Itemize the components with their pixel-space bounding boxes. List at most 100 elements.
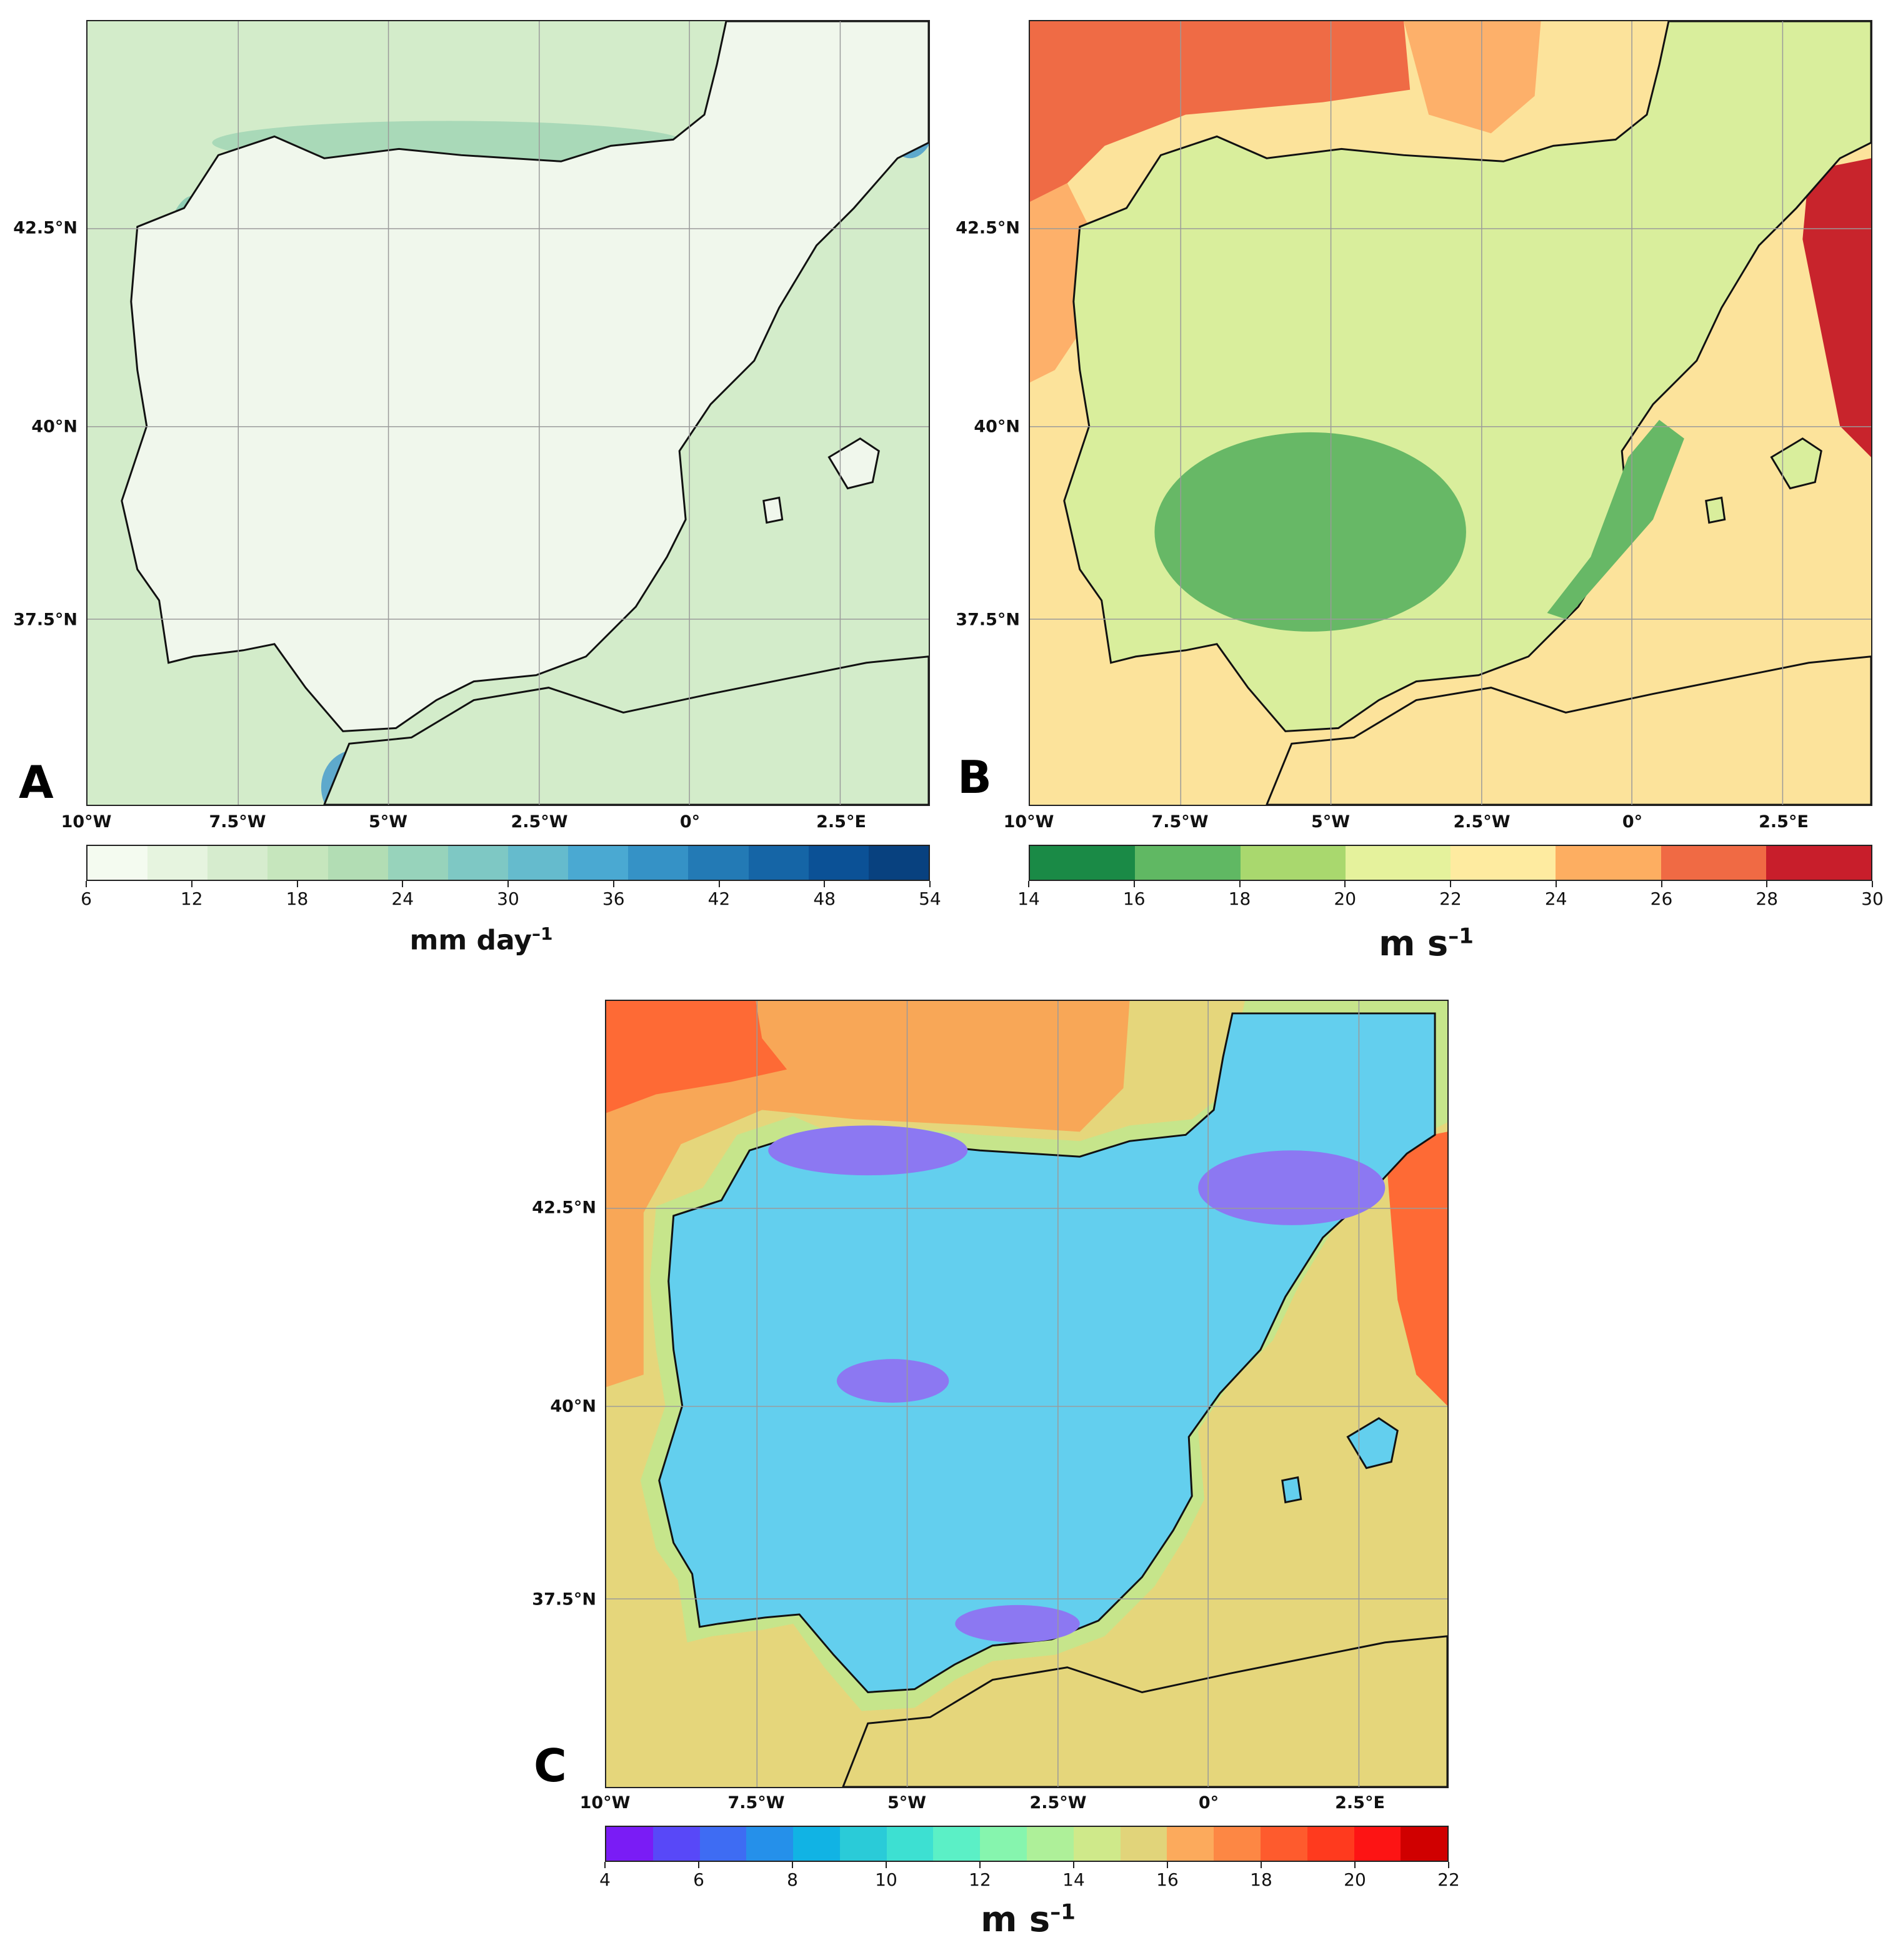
colorbar-tick-label: 24 — [1544, 888, 1567, 909]
colorbar-tickmark — [824, 881, 826, 887]
colorbar-segment — [267, 846, 328, 880]
colorbar-tick-label: 6 — [693, 1869, 704, 1890]
unit-exponent: –1 — [532, 923, 553, 944]
lon-tick-label: 2.5°E — [816, 812, 866, 832]
mallorca-island — [827, 437, 880, 490]
colorbar-tickmark — [86, 881, 87, 887]
lon-tick-label: 7.5°W — [209, 812, 266, 832]
colorbar-tickmark — [1344, 881, 1346, 887]
unit-text: mm day — [409, 924, 532, 957]
colorbar-b-unit: m s–1 — [1379, 923, 1474, 964]
colorbar-segment — [699, 1827, 747, 1861]
colorbar-segment — [748, 846, 809, 880]
lat-tick-label: 40°N — [974, 417, 1020, 437]
colorbar-tick-label: 18 — [1250, 1869, 1272, 1890]
colorbar-segment — [688, 846, 749, 880]
colorbar-tick-label: 8 — [787, 1869, 798, 1890]
colorbar-segment — [1661, 846, 1766, 880]
colorbar-segment — [1135, 846, 1241, 880]
lon-tick-label: 2.5°E — [1335, 1793, 1385, 1813]
lon-tick-label: 10°W — [1003, 812, 1054, 832]
colorbar-segment — [628, 846, 689, 880]
lon-tick-label: 2.5°W — [511, 812, 568, 832]
wind-maximum — [1404, 21, 1541, 134]
lat-tick-label: 37.5°N — [956, 610, 1020, 630]
mallorca-island — [1770, 437, 1822, 490]
wind-minimum — [1198, 1150, 1386, 1225]
colorbar-tick-label: 22 — [1439, 888, 1462, 909]
ibiza-island — [1281, 1476, 1302, 1504]
colorbar-segment — [1354, 1827, 1401, 1861]
lat-tick-label: 42.5°N — [13, 218, 77, 238]
colorbar-segment — [1345, 846, 1451, 880]
colorbar-tickmark — [1766, 881, 1768, 887]
colorbar-tick-label: 6 — [81, 888, 92, 909]
colorbar-tick-label: 30 — [497, 888, 519, 909]
lon-tick-label: 0° — [1198, 1793, 1219, 1813]
lat-tick-label: 42.5°N — [532, 1198, 596, 1218]
colorbar-segment — [1307, 1827, 1354, 1861]
colorbar-tickmark — [1028, 881, 1029, 887]
colorbar-tick-label: 20 — [1334, 888, 1357, 909]
wind-maximum — [606, 1001, 787, 1113]
graticule — [606, 1001, 1447, 1787]
map-c-svg — [606, 1001, 1447, 1787]
africa-coast — [1266, 655, 1871, 805]
lon-tick-label: 7.5°W — [727, 1793, 785, 1813]
colorbar-segment — [87, 846, 148, 880]
wind-maximum — [1030, 21, 1411, 202]
colorbar-segment — [868, 846, 929, 880]
wind-minimum — [1547, 419, 1684, 619]
colorbar-tick-label: 14 — [1062, 1869, 1085, 1890]
ibiza-island — [762, 496, 784, 524]
graticule — [87, 21, 929, 805]
colorbar-segment — [507, 846, 569, 880]
colorbar-segment — [1167, 1827, 1214, 1861]
wind-maximum — [1385, 1132, 1447, 1406]
wind-minimum — [955, 1604, 1080, 1643]
colorbar-segment — [1073, 1827, 1121, 1861]
map-panel-a — [86, 20, 930, 806]
colorbar-tick-label: 18 — [1228, 888, 1251, 909]
africa-coast — [842, 1635, 1447, 1787]
colorbar-tick-label: 54 — [919, 888, 941, 909]
colorbar-tickmark — [1872, 881, 1873, 887]
colorbar-tick-label: 24 — [391, 888, 414, 909]
lon-tick-label: 2.5°E — [1759, 812, 1809, 832]
colorbar-segment — [447, 846, 508, 880]
colorbar-tick-label: 18 — [286, 888, 309, 909]
lon-tick-label: 0° — [1622, 812, 1643, 832]
unit-text: m s — [981, 1899, 1051, 1940]
colorbar-tick-label: 20 — [1344, 1869, 1366, 1890]
africa-coast — [323, 655, 929, 805]
colorbar-segment — [746, 1827, 794, 1861]
colorbar-segment — [606, 1827, 653, 1861]
colorbar-segment — [207, 846, 268, 880]
colorbar-segment — [387, 846, 448, 880]
colorbar-segment — [1214, 1827, 1261, 1861]
precip-maximum — [212, 121, 686, 165]
colorbar-tickmark — [929, 881, 931, 887]
unit-exponent: –1 — [1448, 923, 1474, 949]
panel-letter-b: B — [957, 751, 992, 803]
lon-tick-label: 0° — [679, 812, 701, 832]
lon-tick-label: 10°W — [579, 1793, 631, 1813]
colorbar-tick-label: 36 — [602, 888, 625, 909]
colorbar-tickmark — [604, 1862, 606, 1868]
colorbar-segment — [1027, 1827, 1074, 1861]
unit-exponent: –1 — [1050, 1899, 1076, 1925]
colorbar-tickmark — [612, 881, 614, 887]
colorbar-tickmark — [718, 881, 720, 887]
lat-tick-label: 40°N — [550, 1396, 596, 1416]
colorbar-tickmark — [1167, 1862, 1168, 1868]
lat-tick-label: 42.5°N — [956, 218, 1020, 238]
wind-maximum — [1802, 158, 1871, 457]
wind-maximum — [606, 1001, 1130, 1388]
colorbar-tick-label: 28 — [1756, 888, 1779, 909]
lat-tick-label: 37.5°N — [13, 610, 77, 630]
map-b-svg — [1030, 21, 1871, 805]
colorbar-segment — [1556, 846, 1661, 880]
colorbar-tick-label: 4 — [599, 1869, 611, 1890]
lon-tick-label: 2.5°W — [1029, 1793, 1087, 1813]
colorbar-tick-label: 12 — [180, 888, 203, 909]
